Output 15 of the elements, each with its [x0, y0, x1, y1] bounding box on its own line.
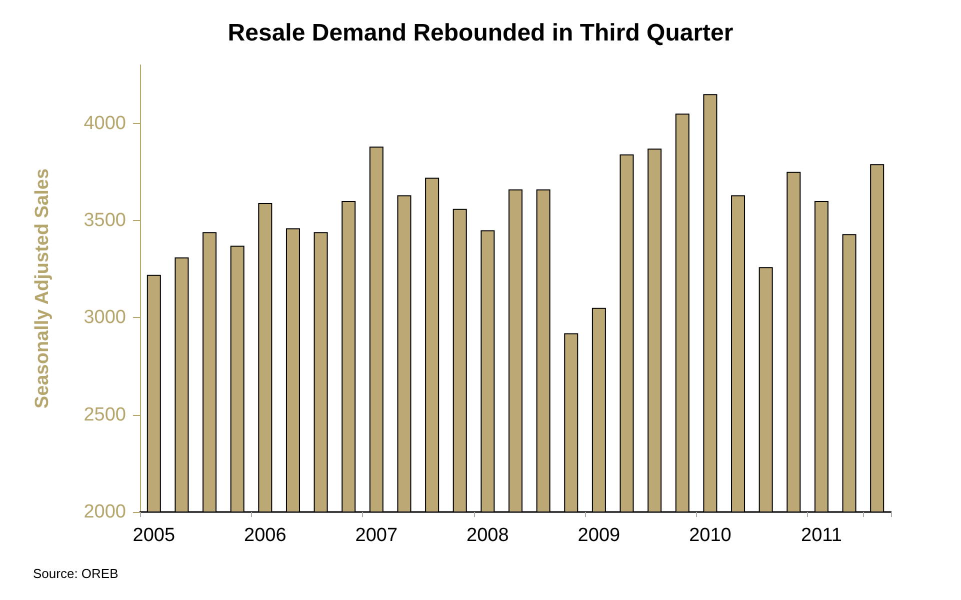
x-tick-label: 2010: [689, 525, 732, 546]
y-tick-label: 2000: [84, 502, 126, 522]
x-tick-label: 2005: [132, 525, 176, 546]
x-tick-label: 2011: [801, 525, 842, 546]
x-tick-label: 2009: [578, 525, 620, 546]
source-note: Source: OREB: [33, 566, 118, 581]
x-tick-label: 2006: [244, 525, 286, 546]
x-tick-label: 2008: [466, 525, 509, 546]
y-tick-label: 3000: [84, 307, 126, 328]
chart-title: Resale Demand Rebounded in Third Quarter: [228, 20, 734, 46]
y-tick-label: 2500: [84, 404, 126, 426]
y-tick-label: 3500: [84, 210, 126, 231]
y-axis-title: Seasonally Adjusted Sales: [32, 168, 53, 409]
x-tick-label: 2007: [355, 525, 398, 546]
y-tick-label: 4000: [84, 112, 126, 134]
